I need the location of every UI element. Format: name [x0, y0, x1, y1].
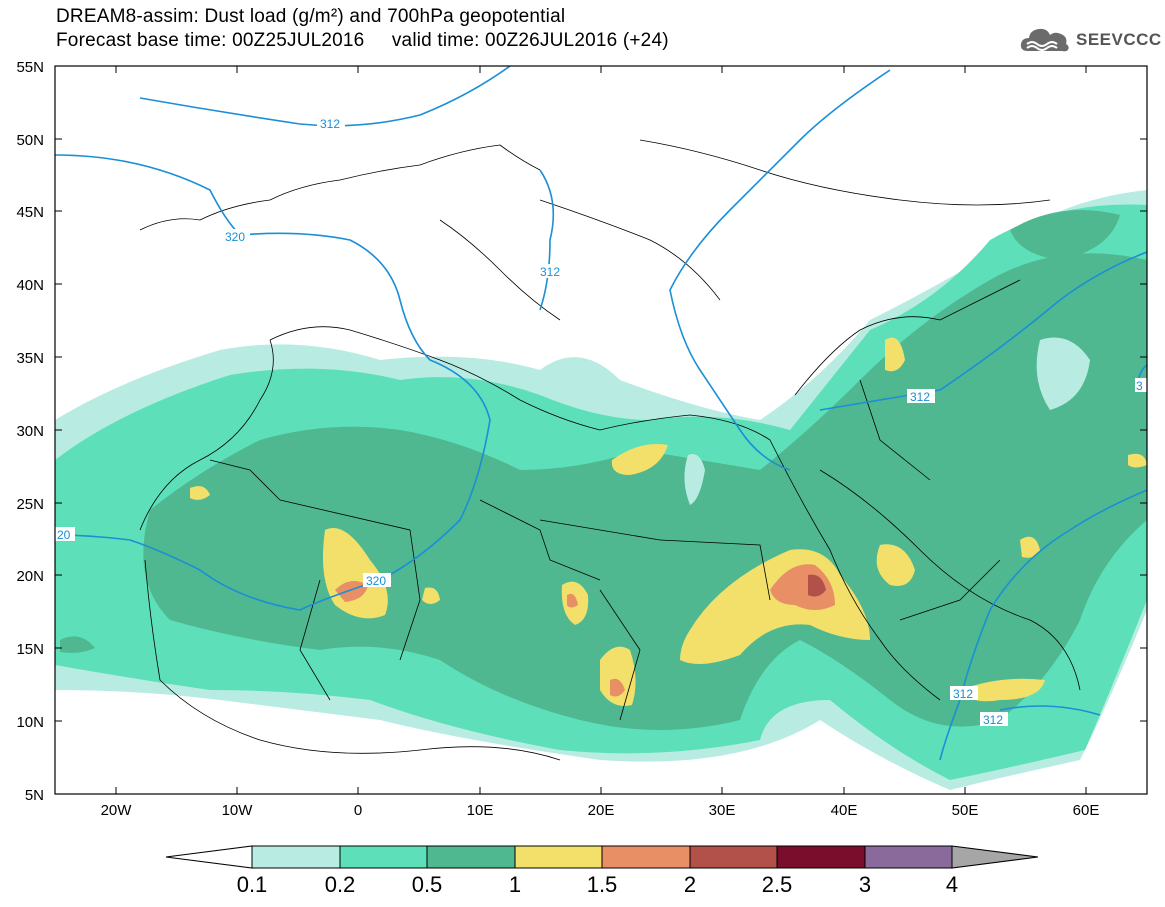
- dust-level-0.5: [1010, 210, 1120, 260]
- contour-label: 312: [953, 687, 973, 701]
- longitude-labels: 20W 10W 0 10E 20E 30E 40E 50E 60E: [101, 802, 1100, 819]
- dust-level-1.5: [610, 678, 625, 697]
- dust-level-2: [808, 574, 826, 597]
- dust-level-1: [422, 587, 440, 604]
- colorbar-segment: [689, 845, 778, 869]
- dust-level-0.5: [143, 253, 1147, 730]
- dust-level-1: [322, 528, 388, 619]
- dust-level-1: [876, 544, 915, 586]
- lat-label: 30N: [16, 423, 44, 440]
- colorbar-tick: 0.2: [325, 872, 356, 897]
- contour-label: 20: [57, 528, 71, 542]
- colorbar-tick: 1: [509, 872, 521, 897]
- dust-level-0.5: [60, 636, 95, 653]
- lat-label: 25N: [16, 496, 44, 513]
- contour-label: 312: [983, 713, 1003, 727]
- lat-label: 35N: [16, 350, 44, 367]
- dust-level-1.5: [567, 593, 578, 608]
- contour-label: 312: [910, 390, 930, 404]
- colorbar-segment: [165, 845, 253, 869]
- dust-level-0: [684, 454, 705, 505]
- contour-labels: 312 320 312 312 320 312 312 20 3: [55, 116, 1147, 727]
- colorbar-segment: [864, 845, 953, 869]
- colorbar-segment: [514, 845, 603, 869]
- lon-label: 20E: [588, 802, 615, 819]
- colorbar-tick: 0.1: [237, 872, 268, 897]
- contour-label: 320: [225, 230, 245, 244]
- colorbar-tick: 1.5: [587, 872, 618, 897]
- dust-level-1: [611, 444, 668, 475]
- dust-level-0: [1036, 337, 1090, 410]
- colorbar-segment: [339, 845, 428, 869]
- dust-level-1.5: [770, 564, 835, 610]
- lon-label: 60E: [1073, 802, 1100, 819]
- contour-label: 312: [540, 265, 560, 279]
- dust-level-1: [960, 678, 1045, 702]
- lon-label: 50E: [952, 802, 979, 819]
- colorbar-segment: [776, 845, 866, 869]
- lat-label: 45N: [16, 204, 44, 221]
- colorbar-segment: [601, 845, 691, 869]
- lon-label: 10W: [222, 802, 254, 819]
- colorbar-segment: [951, 845, 1039, 869]
- dust-level-1: [190, 486, 210, 500]
- map-title: DREAM8-assim: Dust load (g/m²) and 700hP…: [56, 6, 566, 27]
- colorbar-tick: 4: [946, 872, 958, 897]
- colorbar-segment: [251, 845, 341, 869]
- contour-label: 312: [320, 117, 340, 131]
- colorbar-labels: 0.1 0.2 0.5 1 1.5 2 2.5 3 4: [237, 872, 958, 897]
- lat-label: 55N: [16, 59, 44, 76]
- lon-label: 20W: [101, 802, 133, 819]
- colorbar-segment: [426, 845, 516, 869]
- lat-label: 20N: [16, 568, 44, 585]
- contour-label: 3: [1136, 379, 1143, 393]
- lon-label: 0: [354, 802, 362, 819]
- lon-label: 10E: [467, 802, 494, 819]
- cloud-icon: [1020, 28, 1069, 52]
- colorbar-tick: 3: [859, 872, 871, 897]
- dust-level-1: [600, 646, 636, 706]
- dust-field: 312 320 312 312 320 312 312 20 3: [55, 66, 1147, 790]
- seevccc-logo: SEEVCCC: [1018, 20, 1162, 60]
- contour-label: 320: [366, 574, 386, 588]
- colorbar-tick: 0.5: [412, 872, 443, 897]
- forecast-time-label: Forecast base time: 00Z25JUL2016 valid t…: [56, 30, 669, 51]
- lon-label: 30E: [709, 802, 736, 819]
- lat-label: 40N: [16, 277, 44, 294]
- lat-label: 10N: [16, 714, 44, 731]
- colorbar-tick: 2: [684, 872, 696, 897]
- lon-label: 40E: [831, 802, 858, 819]
- dust-level-1: [1020, 536, 1040, 558]
- lat-label: 50N: [16, 132, 44, 149]
- lat-label: 5N: [25, 787, 44, 804]
- coastlines: [139, 139, 1081, 761]
- lat-label: 15N: [16, 641, 44, 658]
- axis-ticks: [55, 65, 1147, 794]
- colorbar-tick: 2.5: [762, 872, 793, 897]
- colorbar: [165, 845, 1039, 869]
- dust-level-1: [885, 337, 905, 372]
- logo-label: SEEVCCC: [1076, 30, 1162, 49]
- latitude-labels: 55N 50N 45N 40N 35N 30N 25N 20N 15N 10N …: [16, 59, 44, 804]
- dust-level-1: [1128, 453, 1147, 468]
